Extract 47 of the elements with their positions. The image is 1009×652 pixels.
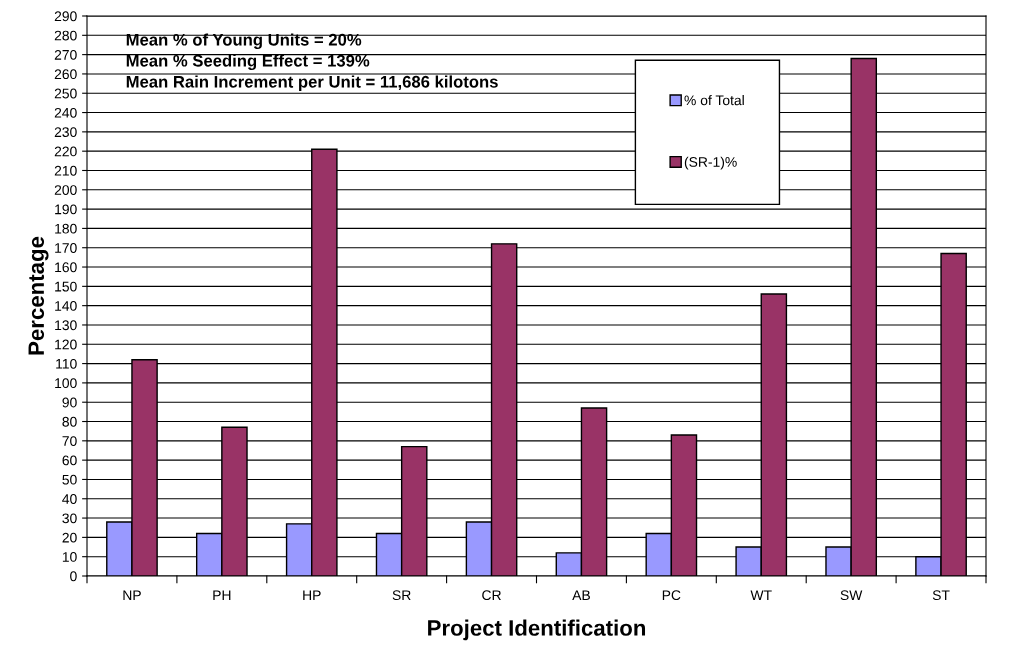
x-tick-label: NP — [123, 590, 141, 600]
y-tick-label: 20 — [62, 532, 77, 543]
y-tick-label: 130 — [55, 320, 77, 331]
y-tick-label: 0 — [70, 571, 77, 582]
y-tick-label: 10 — [62, 552, 77, 562]
x-tick-label: PC — [662, 590, 681, 601]
y-tick-label: 290 — [54, 11, 77, 22]
y-tick-label: 280 — [54, 30, 77, 41]
y-tick-label: 150 — [55, 281, 77, 292]
y-tick-label: 270 — [54, 49, 77, 60]
y-tick-label: 200 — [54, 185, 77, 195]
y-tick-label: 30 — [62, 513, 77, 524]
y-tick-label: 60 — [62, 455, 77, 466]
y-tick-label: 70 — [62, 436, 77, 446]
y-tick-label: 170 — [55, 243, 77, 253]
y-tick-label: 90 — [62, 397, 77, 408]
y-tick-label: 120 — [55, 339, 77, 350]
x-tick-label: WT — [750, 590, 772, 600]
y-tick-label: 110 — [56, 358, 77, 369]
y-tick-label: 220 — [54, 146, 77, 157]
y-tick-label: 100 — [55, 378, 77, 389]
legend-label: % of Total — [684, 95, 744, 106]
legend-label: (SR-1)% — [684, 156, 737, 170]
x-tick-label: SW — [840, 590, 863, 601]
y-tick-label: 140 — [55, 300, 77, 311]
x-tick-label: PH — [213, 590, 231, 600]
y-tick-label: 250 — [54, 88, 77, 99]
annotation: Mean % of Young Units = 20% — [126, 33, 362, 49]
y-tick-label: 230 — [54, 127, 77, 138]
y-axis-title: Percentage — [28, 236, 49, 355]
y-tick-label: 40 — [62, 494, 77, 504]
y-tick-label: 240 — [54, 107, 77, 118]
x-tick-label: ST — [932, 590, 950, 601]
y-tick-label: 210 — [54, 165, 77, 176]
annotation: Mean % Seeding Effect = 139% — [126, 54, 370, 70]
y-tick-label: 50 — [62, 474, 77, 485]
x-tick-label: HP — [303, 590, 321, 600]
y-tick-label: 260 — [54, 69, 77, 80]
y-tick-label: 80 — [62, 416, 77, 427]
annotation: Mean Rain Increment per Unit = 11,686 kilotons — [126, 75, 498, 91]
y-tick-label: 190 — [55, 204, 77, 215]
x-axis-title: Project Identification — [428, 619, 646, 641]
y-tick-label: 160 — [55, 262, 77, 273]
x-tick-label: AB — [572, 590, 590, 600]
x-tick-label: CR — [482, 590, 501, 601]
y-tick-label: 180 — [55, 223, 77, 234]
x-tick-label: SR — [392, 590, 411, 601]
